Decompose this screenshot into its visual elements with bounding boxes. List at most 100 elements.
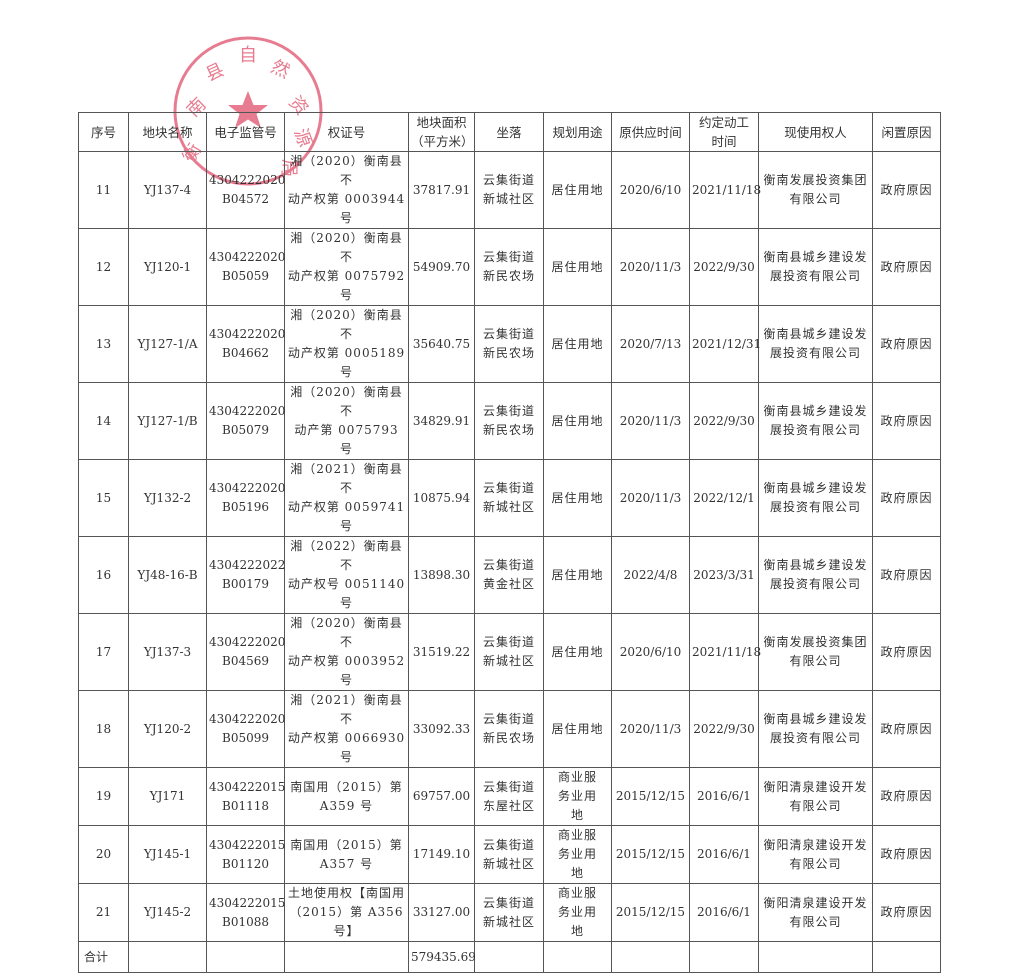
cert1: 湘（2021）衡南县不	[290, 693, 403, 726]
header-area-line1: 地块面积	[416, 115, 467, 130]
owner1: 衡南县城乡建设发	[763, 404, 868, 418]
cell-no: 13	[78, 305, 129, 383]
table-row: 11 YJ137-4 4304222020 B04572 湘（2020）衡南县不 动产权第…	[78, 151, 941, 229]
loc1: 云集街道	[482, 635, 535, 649]
code1: 4304222015	[209, 837, 286, 852]
cert2: 动产权第 0005189 号	[287, 346, 406, 379]
cert1: 湘（2020）衡南县不	[290, 231, 403, 264]
cell-reason: 政府原因	[872, 305, 941, 383]
cell-supply: 2015/12/15	[611, 767, 690, 826]
cell-code: 4304222015 B01120	[206, 825, 286, 884]
empty-cell	[206, 941, 285, 973]
cell-owner: 衡阳清泉建设开发 有限公司	[758, 767, 873, 826]
cell-owner: 衡南县城乡建设发 展投资有限公司	[758, 382, 873, 460]
empty-cell	[758, 941, 873, 973]
cell-use: 居住用地	[543, 382, 612, 460]
cell-start: 2021/11/18	[689, 151, 761, 229]
cell-area: 33092.33	[408, 690, 475, 768]
loc1: 云集街道	[482, 250, 535, 264]
cell-location: 云集街道 新城社区	[474, 883, 544, 942]
loc2: 新民农场	[482, 731, 535, 745]
owner1: 衡南县城乡建设发	[763, 481, 868, 495]
header-use: 规划用途	[543, 112, 612, 152]
table-row: 16 YJ48-16-B 4304222022 B00179 湘（2022）衡南县不 动产…	[78, 536, 941, 614]
owner2: 有限公司	[789, 192, 842, 206]
cell-reason: 政府原因	[872, 690, 941, 768]
table-row: 13 YJ127-1/A 4304222020 B04662 湘（2020）衡南县不 动产…	[78, 305, 941, 383]
owner1: 衡南发展投资集团	[763, 173, 868, 187]
loc1: 云集街道	[482, 712, 535, 726]
cell-supply: 2020/6/10	[611, 613, 690, 691]
code2: B04662	[222, 346, 269, 360]
cell-supply: 2020/6/10	[611, 151, 690, 229]
cell-no: 16	[78, 536, 129, 614]
cell-name: YJ127-1/A	[128, 305, 207, 383]
cell-code: 4304222020 B04662	[206, 305, 286, 383]
cell-code: 4304222015 B01088	[206, 883, 286, 942]
owner2: 有限公司	[789, 654, 842, 668]
cell-area: 13898.30	[408, 536, 475, 614]
cell-supply: 2020/11/3	[611, 228, 690, 306]
header-location: 坐落	[474, 112, 544, 152]
cell-cert: 湘（2020）衡南县不 动产权第 0003952 号	[284, 613, 409, 691]
cell-reason: 政府原因	[872, 613, 941, 691]
header-start-line1: 约定动工	[698, 115, 749, 130]
cert1: 湘（2020）衡南县不	[290, 616, 403, 649]
code2: B05099	[222, 731, 269, 745]
table-row: 19 YJ171 4304222015 B01118 南国用（2015）第 A359 号 6…	[78, 767, 941, 826]
cell-cert: 湘（2022）衡南县不 动产权号 0051140 号	[284, 536, 409, 614]
cell-owner: 衡南县城乡建设发 展投资有限公司	[758, 305, 873, 383]
cell-code: 4304222015 B01118	[206, 767, 285, 826]
table-row: 14 YJ127-1/B 4304222020 B05079 湘（2020）衡南县不 动产…	[78, 382, 941, 460]
empty-cell	[872, 941, 941, 973]
cell-start: 2021/12/31	[689, 305, 761, 383]
header-area-line2: （平方米）	[411, 134, 474, 149]
cell-reason: 政府原因	[872, 228, 941, 306]
cell-use: 居住用地	[543, 690, 612, 768]
cell-no: 12	[78, 228, 129, 306]
cell-code: 4304222022 B00179	[206, 536, 285, 614]
cell-use: 居住用地	[543, 305, 612, 383]
cell-name: YJ137-3	[128, 613, 207, 691]
cell-area: 37817.91	[408, 151, 475, 229]
cert1: 土地使用权【南国用	[287, 886, 405, 900]
header-code: 电子监管号	[206, 112, 285, 152]
header-no: 序号	[78, 112, 129, 152]
cell-location: 云集街道 新民农场	[474, 228, 544, 306]
cell-owner: 衡南县城乡建设发 展投资有限公司	[758, 228, 873, 306]
cell-name: YJ171	[128, 767, 207, 826]
cell-name: YJ120-2	[128, 690, 207, 768]
owner2: 有限公司	[789, 798, 842, 813]
cell-code: 4304222020 B05059	[206, 228, 285, 306]
cell-location: 云集街道 新民农场	[474, 690, 544, 768]
cell-supply: 2015/12/15	[611, 883, 690, 942]
owner2: 展投资有限公司	[769, 500, 861, 514]
code1: 4304222015	[209, 895, 286, 910]
cell-use: 居住用地	[543, 536, 612, 614]
owner2: 展投资有限公司	[769, 269, 861, 283]
svg-text:自: 自	[239, 45, 257, 66]
cell-owner: 衡阳清泉建设开发 有限公司	[758, 883, 873, 942]
cell-reason: 政府原因	[872, 767, 941, 826]
owner2: 展投资有限公司	[769, 346, 861, 360]
cert2: 动产权第 0066930 号	[287, 731, 406, 764]
owner1: 衡南县城乡建设发	[763, 558, 868, 572]
cert1: 湘（2020）衡南县不	[290, 385, 403, 418]
loc1: 云集街道	[482, 558, 535, 572]
table-row: 18 YJ120-2 4304222020 B05099 湘（2021）衡南县不 动产权第…	[78, 690, 941, 768]
cell-start: 2022/9/30	[689, 382, 759, 460]
cell-supply: 2015/12/15	[611, 825, 690, 884]
cell-location: 云集街道 新城社区	[474, 825, 544, 884]
loc2: 新城社区	[482, 914, 535, 929]
cell-start: 2023/3/31	[689, 536, 759, 614]
table-row: 21 YJ145-2 4304222015 B01088 土地使用权【南国用 （2015）…	[78, 883, 941, 942]
code1: 4304222020	[209, 327, 286, 341]
cell-no: 14	[78, 382, 129, 460]
cell-code: 4304222020 B05099	[206, 690, 285, 768]
cell-no: 20	[78, 825, 129, 884]
owner1: 衡南县城乡建设发	[763, 712, 868, 726]
table-row: 17 YJ137-3 4304222020 B04569 湘（2020）衡南县不 动产权第…	[78, 613, 941, 691]
cell-code: 4304222020 B04569	[206, 613, 285, 691]
loc2: 新民农场	[482, 269, 535, 283]
cell-name: YJ120-1	[128, 228, 207, 306]
